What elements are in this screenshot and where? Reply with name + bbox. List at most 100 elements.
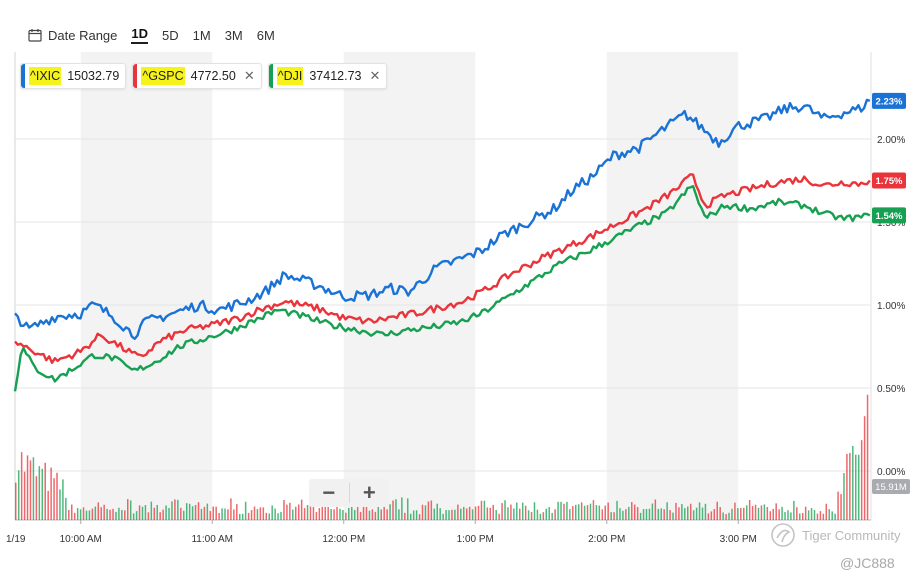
zoom-out-button[interactable]: − [322, 480, 336, 505]
timeframe-6m[interactable]: 6M [256, 27, 275, 43]
volume-bar [389, 504, 391, 520]
volume-bar [760, 505, 763, 520]
close-icon[interactable]: ✕ [369, 68, 381, 83]
volume-bar [636, 507, 639, 520]
volume-bar [471, 509, 474, 520]
volume-bar [819, 511, 822, 520]
volume-bar [728, 512, 730, 520]
last-value-label: 2.23% [876, 96, 903, 107]
volume-bar [510, 504, 512, 520]
volume-bar [486, 507, 489, 520]
volume-bar [807, 510, 810, 520]
volume-bar [259, 507, 262, 520]
volume-bar [236, 504, 238, 520]
legend-chip-gspc[interactable]: ^GSPC 4772.50 ✕ [132, 63, 262, 89]
x-tick-label: 11:00 AM [191, 534, 233, 545]
volume-bar [616, 500, 618, 520]
volume-bar [15, 482, 17, 520]
volume-bar [477, 505, 480, 520]
volume-bar [324, 504, 326, 520]
volume-bar [147, 512, 150, 520]
volume-bar [698, 502, 701, 520]
last-value-label: 1.54% [876, 211, 903, 222]
volume-bar [79, 509, 82, 520]
volume-bar [725, 514, 727, 520]
volume-bar [23, 471, 26, 520]
volume-bar [300, 499, 303, 520]
volume-bar [424, 505, 427, 520]
volume-bar [713, 509, 716, 520]
volume-bar [577, 504, 580, 520]
volume-bar [454, 509, 456, 520]
volume-bar [613, 512, 615, 520]
volume-bar [100, 507, 102, 520]
volume-bar [575, 504, 577, 520]
volume-bar [751, 506, 754, 520]
close-icon[interactable]: ✕ [243, 68, 255, 83]
volume-bar [209, 511, 212, 520]
volume-bar [740, 507, 742, 520]
volume-bar [129, 500, 132, 520]
volume-bar [684, 508, 686, 520]
volume-bar [619, 508, 621, 520]
volume-bar [362, 502, 365, 520]
volume-bar [292, 509, 294, 520]
volume-bar [359, 511, 362, 520]
volume-bar [840, 494, 842, 520]
volume-bar [784, 512, 786, 520]
volume-bar [153, 507, 156, 520]
volume-bar [283, 500, 285, 520]
volume-bar [365, 502, 368, 520]
date-range-button[interactable]: Date Range [28, 28, 117, 43]
volume-bar [513, 508, 515, 520]
volume-bar [200, 508, 203, 520]
volume-bar [580, 502, 583, 520]
timeframe-1d[interactable]: 1D [131, 26, 149, 44]
timeframe-3m[interactable]: 3M [224, 27, 243, 43]
volume-bar [731, 508, 733, 520]
volume-bar [233, 509, 235, 520]
volume-bar [710, 511, 713, 520]
volume-bar [409, 513, 412, 520]
volume-bar [804, 506, 807, 520]
ixic-color-bar [21, 64, 25, 88]
hour-band [80, 52, 213, 520]
zoom-in-button[interactable]: + [362, 480, 376, 505]
volume-bar [250, 510, 253, 520]
volume-bar [527, 510, 530, 520]
legend-chip-ixic[interactable]: ^IXIC 15032.79 [20, 63, 127, 89]
timeframe-toolbar: Date Range 1D 5D 1M 3M 6M [28, 24, 275, 46]
volume-bar [793, 500, 795, 520]
volume-bar [799, 513, 801, 520]
volume-bar [156, 504, 158, 520]
volume-badge-label: 15.91M [875, 482, 907, 493]
zoom-divider [348, 483, 350, 503]
volume-bar [816, 513, 819, 520]
volume-bar [622, 510, 624, 520]
volume-bar [569, 509, 571, 520]
volume-bar [412, 510, 415, 520]
volume-bar [737, 508, 739, 520]
volume-bar [94, 506, 97, 520]
volume-bar [566, 501, 568, 520]
timeframe-5d[interactable]: 5D [162, 27, 179, 43]
volume-bar [557, 501, 559, 520]
legend-value: 4772.50 [190, 69, 236, 83]
timeframe-1m[interactable]: 1M [192, 27, 211, 43]
volume-bar [445, 510, 447, 520]
volume-bar [483, 500, 486, 520]
legend-chip-dji[interactable]: ^DJI 37412.73 ✕ [267, 63, 388, 89]
volume-bar [224, 508, 226, 520]
volume-bar [348, 507, 350, 520]
volume-bar [463, 506, 465, 520]
volume-bar [312, 500, 315, 520]
y-tick-label: 1.00% [877, 301, 905, 312]
x-tick-label: 3:00 PM [720, 534, 757, 545]
last-value-label: 1.75% [876, 176, 903, 187]
volume-bar [687, 506, 689, 520]
dji-color-bar [268, 64, 273, 88]
volume-bar [533, 502, 536, 520]
volume-bar [631, 502, 633, 520]
calendar-icon [28, 29, 42, 42]
